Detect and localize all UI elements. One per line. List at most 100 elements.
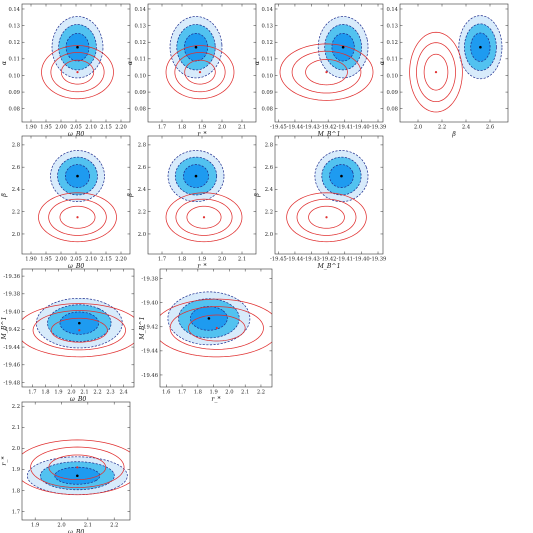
y-tick-label: 2.2 xyxy=(138,209,146,215)
x-axis-label: β xyxy=(451,131,456,138)
best-fit-point-blue xyxy=(194,45,198,49)
y-tick-label: 0.10 xyxy=(134,73,146,79)
y-axis-label: M_B^1 xyxy=(139,316,146,340)
x-tick-label: 2.6 xyxy=(486,125,494,131)
best-fit-point-blue xyxy=(78,321,81,325)
best-fit-point-red xyxy=(325,216,328,219)
x-tick-label: -19.42 xyxy=(320,257,337,263)
red-contour xyxy=(48,454,107,481)
contour-panel: 1.9 2.0 2.1 2.2 1.7 1.8 1.9 2.0 2.1 2.2 ω_B0 r_* xyxy=(1,401,131,533)
red-contour xyxy=(296,198,357,236)
y-tick-label: 0.13 xyxy=(8,23,20,29)
best-fit-point-red xyxy=(434,71,438,74)
y-tick-label: 0.08 xyxy=(386,107,398,113)
blue-contour-dashed xyxy=(314,150,369,203)
x-tick-label: 2.20 xyxy=(115,257,127,263)
contour-panel: 1.90 1.95 2.00 2.05 2.10 2.15 2.20 2.0 2.2 2.4 2.6… xyxy=(1,135,131,270)
x-tick-label: 1.90 xyxy=(25,257,37,263)
contour-panel: 1.7 1.8 1.9 2.0 2.1 0.08 0.09 0.10 0.11 0.12 0.13 0… xyxy=(127,3,257,138)
y-tick-label: 0.11 xyxy=(261,57,273,63)
best-fit-point-red xyxy=(76,466,79,469)
blue-contour-dashed xyxy=(169,16,223,79)
x-tick-label: 2.2 xyxy=(257,390,265,396)
x-tick-label: 2.10 xyxy=(85,257,97,263)
blue-contour-dashed xyxy=(176,24,216,71)
x-tick-label: 2.0 xyxy=(67,390,75,396)
plot-area xyxy=(160,269,272,387)
x-tick-label: 1.95 xyxy=(40,257,52,263)
red-contour xyxy=(165,192,243,243)
x-tick-label: 1.9 xyxy=(54,390,62,396)
x-tick-label: -19.43 xyxy=(303,257,320,263)
x-tick-label: -19.39 xyxy=(370,125,387,131)
y-tick-label: 2.2 xyxy=(12,209,20,215)
red-contour xyxy=(174,52,226,93)
x-tick-label: 1.8 xyxy=(194,390,202,396)
y-tick-label: -19.40 xyxy=(3,309,20,315)
plot-area xyxy=(22,4,130,122)
x-tick-label: 2.1 xyxy=(84,523,92,529)
x-tick-label: 2.1 xyxy=(80,390,88,396)
x-tick-label: 1.7 xyxy=(178,390,186,396)
y-tick-label: 2.4 xyxy=(138,187,147,193)
blue-contour-dashed xyxy=(317,16,369,79)
x-tick-label: 2.05 xyxy=(70,125,82,131)
red-contour xyxy=(38,192,117,243)
y-tick-label: 1.9 xyxy=(12,467,20,473)
y-tick-label: 0.14 xyxy=(8,7,20,13)
x-axis-label: ω_B0 xyxy=(68,529,85,533)
blue-contour-dashed xyxy=(50,150,105,203)
x-tick-label: 1.7 xyxy=(158,257,166,263)
red-contour xyxy=(50,317,108,343)
y-tick-label: -19.38 xyxy=(3,292,20,298)
blue-contour-dashed xyxy=(190,306,228,331)
y-tick-label: 2.2 xyxy=(12,404,20,410)
red-contour xyxy=(50,52,105,93)
blue-contour-dashed xyxy=(51,16,104,79)
blue-contour-dashed xyxy=(470,32,491,62)
y-tick-label: 0.11 xyxy=(386,57,398,63)
y-tick-label: 0.12 xyxy=(386,40,398,46)
y-tick-label: -19.40 xyxy=(141,301,158,307)
y-tick-label: -19.46 xyxy=(141,373,158,379)
y-axis-label: α xyxy=(1,60,8,65)
contour-panel: 1.6 1.7 1.8 1.9 2.0 2.1 2.2 -19.46 -19.44 -19.42 -… xyxy=(139,268,273,403)
blue-contour-dashed xyxy=(64,164,91,188)
x-tick-label: -19.42 xyxy=(320,125,337,131)
blue-contour-dashed xyxy=(167,150,225,203)
y-axis-label: α xyxy=(379,60,386,65)
y-tick-label: 2.6 xyxy=(138,165,146,171)
blue-contour-dashed xyxy=(178,298,240,339)
y-tick-label: -19.46 xyxy=(3,363,20,369)
red-contour xyxy=(22,303,134,358)
best-fit-point-blue xyxy=(341,45,345,49)
blue-contour-dashed xyxy=(458,15,503,80)
y-tick-label: -19.42 xyxy=(3,327,20,333)
contour-panel: 2.0 2.2 2.4 2.6 0.08 0.09 0.10 0.11 0.12 0.13 0.14… xyxy=(379,3,509,138)
blue-contour-dashed xyxy=(183,164,209,188)
y-tick-label: 2.1 xyxy=(12,425,20,431)
red-contour xyxy=(416,42,456,103)
y-tick-label: -19.48 xyxy=(3,380,20,386)
red-contour xyxy=(48,198,107,236)
x-tick-label: 1.95 xyxy=(40,125,52,131)
blue-contour-dashed xyxy=(39,461,115,491)
y-tick-label: 2.6 xyxy=(265,165,273,171)
y-tick-label: 0.08 xyxy=(261,107,273,113)
y-tick-label: 2.4 xyxy=(12,187,21,193)
plot-area xyxy=(275,136,383,254)
plot-area xyxy=(400,4,508,122)
x-tick-label: 2.2 xyxy=(438,125,446,131)
contour-panel: 1.7 1.8 1.9 2.0 2.1 2.2 2.3 2.4 -19.48 -19.46 -19.… xyxy=(1,268,135,403)
y-tick-label: 0.09 xyxy=(386,90,398,96)
y-tick-label: -19.38 xyxy=(141,276,158,282)
contour-panel: 1.7 1.8 1.9 2.0 2.1 2.0 2.2 2.4 2.6 2.8 r_* β xyxy=(127,135,257,270)
y-tick-label: 0.09 xyxy=(261,90,273,96)
y-tick-label: 0.12 xyxy=(134,40,146,46)
y-tick-label: 0.13 xyxy=(386,23,398,29)
y-tick-label: 2.0 xyxy=(138,232,146,238)
best-fit-point-red xyxy=(202,216,206,219)
x-axis-label: r_* xyxy=(197,131,206,138)
blue-contour-dashed xyxy=(464,23,497,71)
